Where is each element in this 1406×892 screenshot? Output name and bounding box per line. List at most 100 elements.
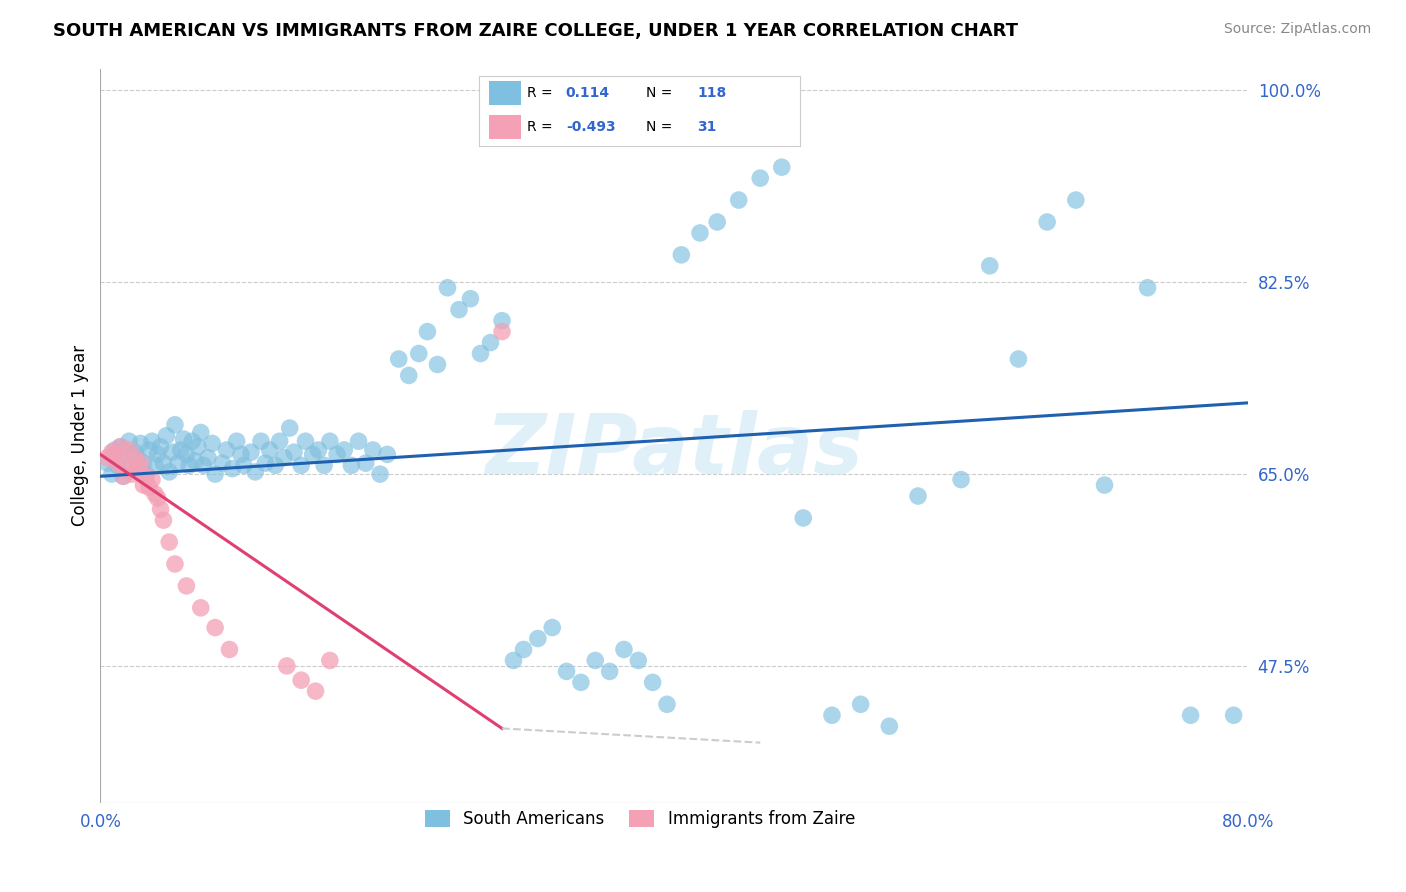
Point <box>166 456 188 470</box>
Point <box>907 489 929 503</box>
Point <box>155 428 177 442</box>
Point <box>176 579 198 593</box>
Point <box>294 434 316 449</box>
Point <box>250 434 273 449</box>
Legend: South Americans, Immigrants from Zaire: South Americans, Immigrants from Zaire <box>418 804 862 835</box>
Point <box>792 511 814 525</box>
Point <box>190 425 212 440</box>
Point <box>491 313 513 327</box>
Point <box>104 442 127 457</box>
Point <box>170 442 193 457</box>
Point <box>129 456 152 470</box>
Point <box>149 502 172 516</box>
Point <box>190 600 212 615</box>
Point <box>950 473 973 487</box>
Point <box>101 445 124 459</box>
Point <box>655 698 678 712</box>
Point <box>1323 698 1346 712</box>
Point <box>555 665 578 679</box>
Point <box>479 335 502 350</box>
Point <box>204 467 226 482</box>
Point <box>115 447 138 461</box>
Point <box>398 368 420 383</box>
Point <box>641 675 664 690</box>
Point <box>107 456 129 470</box>
Point <box>121 467 143 482</box>
Point <box>201 436 224 450</box>
Point <box>135 467 157 482</box>
Point <box>232 458 254 473</box>
Point <box>671 248 693 262</box>
Point <box>138 480 160 494</box>
Point <box>121 461 143 475</box>
Point <box>569 675 592 690</box>
Point <box>141 473 163 487</box>
Point <box>124 445 146 459</box>
Point <box>416 325 439 339</box>
Point <box>333 442 356 457</box>
Point <box>408 346 430 360</box>
Point <box>112 469 135 483</box>
Point <box>361 442 384 457</box>
Point <box>179 458 201 473</box>
Point <box>290 673 312 688</box>
Point <box>368 467 391 482</box>
Point <box>502 653 524 667</box>
Point <box>821 708 844 723</box>
Point <box>512 642 534 657</box>
Y-axis label: College, Under 1 year: College, Under 1 year <box>72 345 89 526</box>
Point <box>146 447 169 461</box>
Point <box>129 436 152 450</box>
Point <box>110 440 132 454</box>
Point <box>143 487 166 501</box>
Point <box>135 469 157 483</box>
Point <box>301 447 323 461</box>
Point <box>197 450 219 465</box>
Point <box>273 450 295 465</box>
Point <box>211 456 233 470</box>
Point <box>141 434 163 449</box>
Point <box>124 450 146 465</box>
Point <box>1007 351 1029 366</box>
Point <box>426 358 449 372</box>
Point <box>491 325 513 339</box>
Point <box>132 478 155 492</box>
Point <box>1180 708 1202 723</box>
Point <box>132 456 155 470</box>
Point <box>319 653 342 667</box>
Point <box>163 557 186 571</box>
Point <box>706 215 728 229</box>
Point <box>96 456 118 470</box>
Point <box>152 513 174 527</box>
Point <box>1381 544 1403 558</box>
Point <box>340 458 363 473</box>
Text: Source: ZipAtlas.com: Source: ZipAtlas.com <box>1223 22 1371 37</box>
Point <box>184 454 207 468</box>
Point <box>460 292 482 306</box>
Point <box>143 458 166 473</box>
Point <box>215 442 238 457</box>
Point <box>627 653 650 667</box>
Point <box>375 447 398 461</box>
Point <box>118 442 141 457</box>
Point <box>307 442 329 457</box>
Point <box>283 445 305 459</box>
Point <box>187 440 209 454</box>
Point <box>157 535 180 549</box>
Point <box>290 458 312 473</box>
Point <box>254 456 277 470</box>
Text: ZIPatlas: ZIPatlas <box>485 410 863 491</box>
Point <box>259 442 281 457</box>
Point <box>127 450 149 465</box>
Point <box>221 461 243 475</box>
Point <box>470 346 492 360</box>
Point <box>347 434 370 449</box>
Point <box>388 351 411 366</box>
Point <box>181 434 204 449</box>
Point <box>1294 555 1316 569</box>
Point <box>107 458 129 473</box>
Point <box>436 281 458 295</box>
Point <box>160 445 183 459</box>
Point <box>1036 215 1059 229</box>
Point <box>1265 555 1288 569</box>
